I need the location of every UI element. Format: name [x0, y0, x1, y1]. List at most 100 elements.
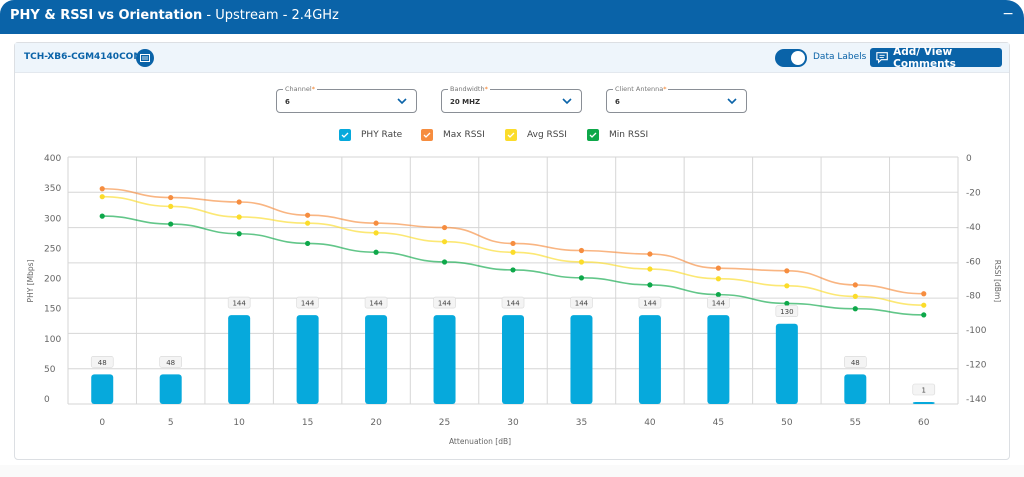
y-tick-label: 50 [44, 365, 56, 375]
client-antenna-select[interactable]: Client Antenna* 6 [606, 85, 747, 113]
bar [433, 315, 456, 404]
series-point [236, 231, 242, 237]
bar [775, 323, 798, 404]
y2-tick-label: -60 [966, 257, 981, 267]
minus-icon[interactable]: − [1002, 6, 1014, 22]
y-tick-label: 300 [44, 214, 61, 224]
chevron-down-icon [727, 98, 737, 105]
bandwidth-select[interactable]: Bandwidth* 20 MHZ [441, 85, 582, 113]
chevron-down-icon [397, 98, 407, 105]
series-point [510, 267, 516, 273]
legend-label: Max RSSI [443, 130, 485, 140]
data-label-box [844, 356, 867, 368]
y2-tick-label: -100 [966, 326, 987, 336]
bar [844, 374, 867, 404]
series-point [852, 306, 858, 312]
series-point [373, 249, 379, 255]
bandwidth-label: Bandwidth* [448, 85, 490, 93]
series-point [373, 230, 379, 236]
data-label: 48 [851, 359, 860, 367]
series-point [168, 203, 174, 209]
bar [159, 374, 182, 404]
comments-button-label: Add/ View Comments [893, 45, 956, 70]
data-label: 144 [438, 300, 452, 308]
series-point [921, 312, 927, 318]
x-tick-label: 45 [713, 418, 724, 428]
client-antenna-label: Client Antenna* [613, 85, 669, 93]
series-point [715, 265, 721, 271]
x-tick-label: 40 [644, 418, 656, 428]
data-label: 144 [712, 300, 726, 308]
y-axis-title: PHY [Mbps] [26, 259, 35, 302]
chevron-down-icon [562, 98, 572, 105]
x-tick-label: 30 [507, 418, 519, 428]
series-point [373, 220, 379, 226]
bar [912, 402, 935, 404]
x-tick-label: 35 [576, 418, 587, 428]
data-label-box [775, 305, 799, 318]
series-point [99, 194, 105, 200]
series-point [852, 282, 858, 288]
panel-title-main: PHY & RSSI vs Orientation [10, 8, 203, 23]
bar [502, 315, 524, 404]
series-point [784, 268, 790, 274]
bar [296, 315, 319, 404]
y-tick-label: 250 [44, 244, 61, 254]
data-label: 144 [369, 300, 383, 308]
series-point [305, 212, 311, 218]
series-point [236, 199, 242, 205]
bottom-strip [0, 465, 1024, 477]
series-point [715, 292, 721, 298]
comment-icon [876, 52, 888, 64]
x-tick-label: 60 [918, 418, 930, 428]
legend-label: Avg RSSI [527, 130, 567, 140]
legend-item-min-rssi[interactable]: Min RSSI [587, 129, 648, 141]
y-tick-label: 100 [44, 335, 61, 345]
checkbox-icon [587, 129, 599, 141]
checkbox-icon [339, 129, 351, 141]
series-point [578, 275, 585, 281]
series-point [168, 194, 174, 201]
legend-item-max-rssi[interactable]: Max RSSI [421, 129, 485, 141]
data-label-box [707, 296, 730, 309]
y-tick-label: 350 [44, 184, 61, 194]
y2-tick-label: -140 [966, 395, 987, 405]
device-info-icon[interactable] [136, 49, 154, 67]
series-point [305, 240, 311, 247]
series-point [921, 302, 927, 308]
series-point [441, 224, 448, 231]
channel-label: Channel* [283, 85, 317, 93]
x-tick-label: 5 [168, 418, 174, 428]
x-axis-title: Attenuation [dB] [449, 437, 511, 446]
data-label: 130 [780, 308, 793, 316]
add-view-comments-button[interactable]: Add/ View Comments [870, 45, 1002, 70]
y2-tick-label: -80 [966, 292, 981, 302]
data-label-box [159, 356, 182, 368]
y2-tick-label: -20 [966, 188, 981, 198]
x-tick-label: 10 [233, 418, 245, 428]
channel-value: 6 [285, 98, 290, 106]
x-tick-label: 20 [370, 418, 382, 428]
data-labels-toggle[interactable] [775, 49, 807, 67]
y-tick-label: 0 [44, 395, 50, 405]
series-point [99, 213, 105, 219]
legend-label: PHY Rate [361, 130, 403, 140]
bar [228, 315, 251, 404]
channel-select[interactable]: Channel* 6 [276, 85, 417, 113]
data-label: 144 [575, 300, 589, 308]
series-point [578, 259, 585, 265]
data-label-box [570, 296, 593, 309]
legend-item-phy-rate[interactable]: PHY Rate [339, 129, 402, 141]
data-label-box [296, 296, 319, 309]
series-point [578, 247, 585, 254]
data-label-box [501, 296, 525, 309]
data-labels-label: Data Labels [813, 52, 867, 62]
client-antenna-value: 6 [615, 98, 620, 106]
x-tick-label: 55 [850, 418, 861, 428]
y2-tick-label: 0 [966, 154, 972, 164]
data-label-box [638, 296, 662, 309]
data-label: 144 [301, 300, 315, 308]
legend-item-avg-rssi[interactable]: Avg RSSI [505, 129, 567, 141]
data-label-box [364, 296, 388, 309]
bar [570, 315, 593, 404]
